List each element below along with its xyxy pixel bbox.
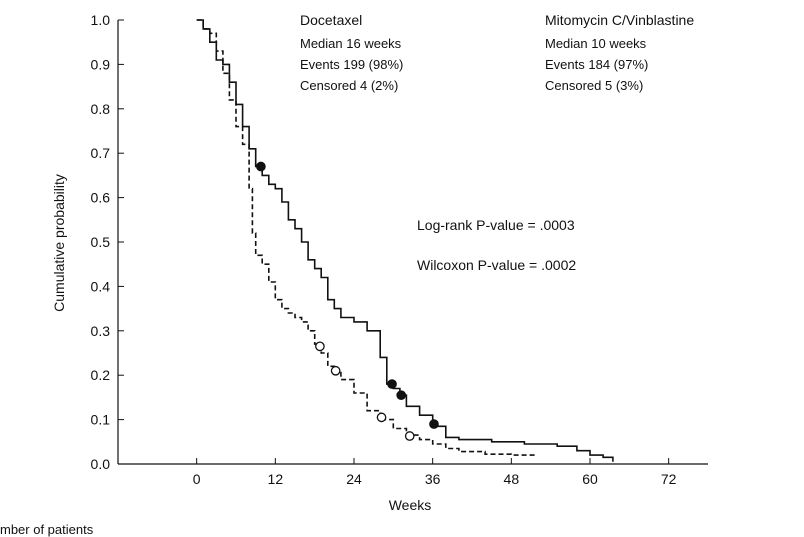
legend-mitomycin: Mitomycin C/Vinblastine Median 10 weeks …	[545, 12, 694, 93]
series-line-mitomycin	[196, 19, 538, 456]
x-axis-ticks: 0 12 24 36 48 60 72	[193, 458, 677, 487]
y-tick-label: 0.7	[91, 145, 111, 161]
censor-point-docetaxel	[429, 419, 439, 429]
series-lines	[196, 19, 614, 462]
y-tick-label: 0.9	[91, 56, 111, 72]
y-axis-label: Cumulative probability	[51, 174, 67, 312]
x-tick-label: 12	[268, 471, 284, 487]
y-tick-label: 0.8	[91, 101, 111, 117]
y-tick-label: 0.6	[91, 190, 111, 206]
y-tick-label: 0.3	[91, 323, 111, 339]
series-line-docetaxel	[196, 19, 614, 462]
censor-point-docetaxel	[387, 379, 397, 389]
legend-mitomycin-events: Events 184 (97%)	[545, 57, 648, 72]
censor-marks	[256, 161, 439, 441]
x-tick-label: 60	[582, 471, 598, 487]
x-tick-label: 48	[504, 471, 520, 487]
censor-point-mitomycin	[376, 412, 387, 423]
y-tick-label: 0.2	[91, 367, 111, 383]
x-tick-label: 0	[193, 471, 201, 487]
legend-docetaxel-median: Median 16 weeks	[300, 36, 402, 51]
legend-docetaxel-events: Events 199 (98%)	[300, 57, 403, 72]
legend-docetaxel-title: Docetaxel	[300, 12, 362, 28]
x-axis-label: Weeks	[389, 497, 432, 513]
y-tick-label: 0.1	[91, 412, 111, 428]
x-tick-label: 36	[425, 471, 441, 487]
y-axis-ticks: 0.0 0.1 0.2 0.3 0.4 0.5 0.6 0.7 0.8 0.9 1.0	[91, 12, 124, 472]
censor-point-docetaxel	[256, 161, 266, 172]
x-tick-label: 72	[661, 471, 677, 487]
y-tick-label: 0.0	[91, 456, 111, 472]
censor-point-mitomycin	[404, 431, 415, 441]
legend-mitomycin-censored: Censored 5 (3%)	[545, 78, 643, 93]
y-tick-label: 0.5	[91, 234, 111, 250]
x-tick-label: 24	[346, 471, 362, 487]
legend-docetaxel-censored: Censored 4 (2%)	[300, 78, 398, 93]
legend-docetaxel: Docetaxel Median 16 weeks Events 199 (98…	[300, 12, 403, 93]
wilcoxon-pvalue: Wilcoxon P-value = .0002	[417, 257, 576, 273]
y-tick-label: 1.0	[91, 12, 111, 28]
logrank-pvalue: Log-rank P-value = .0003	[417, 217, 575, 233]
censor-point-docetaxel	[396, 390, 407, 401]
censor-point-mitomycin	[330, 365, 341, 376]
legend-mitomycin-median: Median 10 weeks	[545, 36, 647, 51]
number-of-patients-label: mber of patients	[0, 522, 94, 537]
legend-mitomycin-title: Mitomycin C/Vinblastine	[545, 12, 694, 28]
y-tick-label: 0.4	[91, 278, 111, 294]
censor-point-mitomycin	[315, 341, 325, 352]
